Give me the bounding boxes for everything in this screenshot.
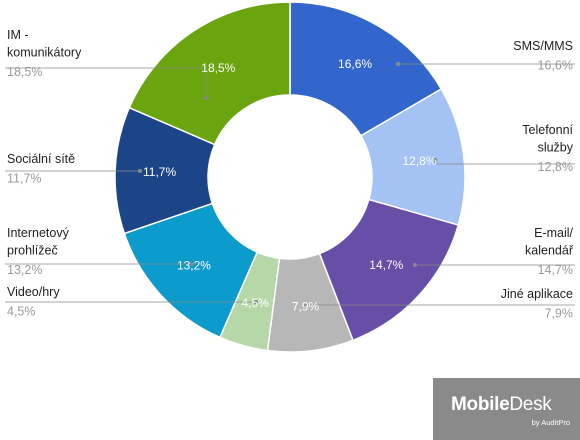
slice-value-label-0: 16,6%	[338, 57, 372, 71]
category-label-0-0: SMS/MMS	[513, 39, 573, 53]
slice-labels-group: 16,6% 12,8% 14,7% 7,9% 4,5% 13,2% 11,7% 18,5%	[143, 57, 437, 314]
slice-value-label-6: 11,7%	[143, 165, 176, 179]
leader-line-7	[5, 67, 207, 98]
slice-value-label-5: 13,2%	[177, 258, 211, 272]
leader-dot-5	[190, 262, 194, 266]
slice-value-label-1: 12,8%	[402, 154, 436, 168]
category-label-5-0: Internetový	[7, 226, 70, 240]
category-value-1: 12,8%	[538, 160, 573, 174]
mobiledesk-logo: MobileDesk by AuditPro	[433, 378, 580, 440]
category-label-3-0: Jiné aplikace	[501, 287, 573, 301]
category-label-1-0: Telefonní	[522, 123, 573, 137]
category-value-3: 7,9%	[545, 307, 574, 321]
category-value-0: 16,6%	[538, 59, 573, 73]
slice-value-label-7: 18,5%	[201, 61, 235, 75]
category-label-2-0: E-mail/	[534, 226, 573, 240]
category-label-7-1: komunikátory	[7, 46, 82, 60]
category-label-5-1: prohlížeč	[7, 244, 58, 258]
slice-0	[289, 1, 443, 137]
category-value-7: 18,5%	[7, 65, 42, 79]
logo-brand: MobileDesk	[451, 394, 552, 415]
leader-lines-group	[5, 62, 575, 308]
leader-dot-0	[396, 62, 400, 66]
category-label-1-1: služby	[538, 141, 574, 155]
leader-dot-4	[254, 300, 258, 304]
category-labels-group: SMS/MMS 16,6% Telefonní služby 12,8% E-mail/k…	[7, 28, 574, 321]
slice-value-label-4: 4,5%	[241, 296, 269, 310]
category-value-6: 11,7%	[7, 172, 42, 186]
category-label-6-0: Sociální sítě	[7, 152, 75, 166]
category-label-7-0: IM -	[7, 28, 29, 42]
leader-dot-3	[304, 304, 308, 308]
slice-value-label-2: 14,7%	[369, 258, 403, 272]
leader-dot-6	[138, 169, 142, 173]
slice-7	[128, 1, 291, 146]
slice-value-label-3: 7,9%	[292, 300, 320, 314]
leader-dot-1	[433, 158, 437, 162]
category-value-4: 4,5%	[7, 305, 36, 319]
category-value-5: 13,2%	[7, 263, 42, 277]
category-label-4-0: Video/hry	[7, 285, 60, 299]
logo-sub: by AuditPro	[531, 418, 570, 427]
category-value-2: 14,7%	[538, 263, 573, 277]
leader-dot-2	[413, 263, 417, 267]
leader-dot-7	[204, 96, 208, 100]
category-label-2-1: kalendář	[525, 244, 574, 258]
